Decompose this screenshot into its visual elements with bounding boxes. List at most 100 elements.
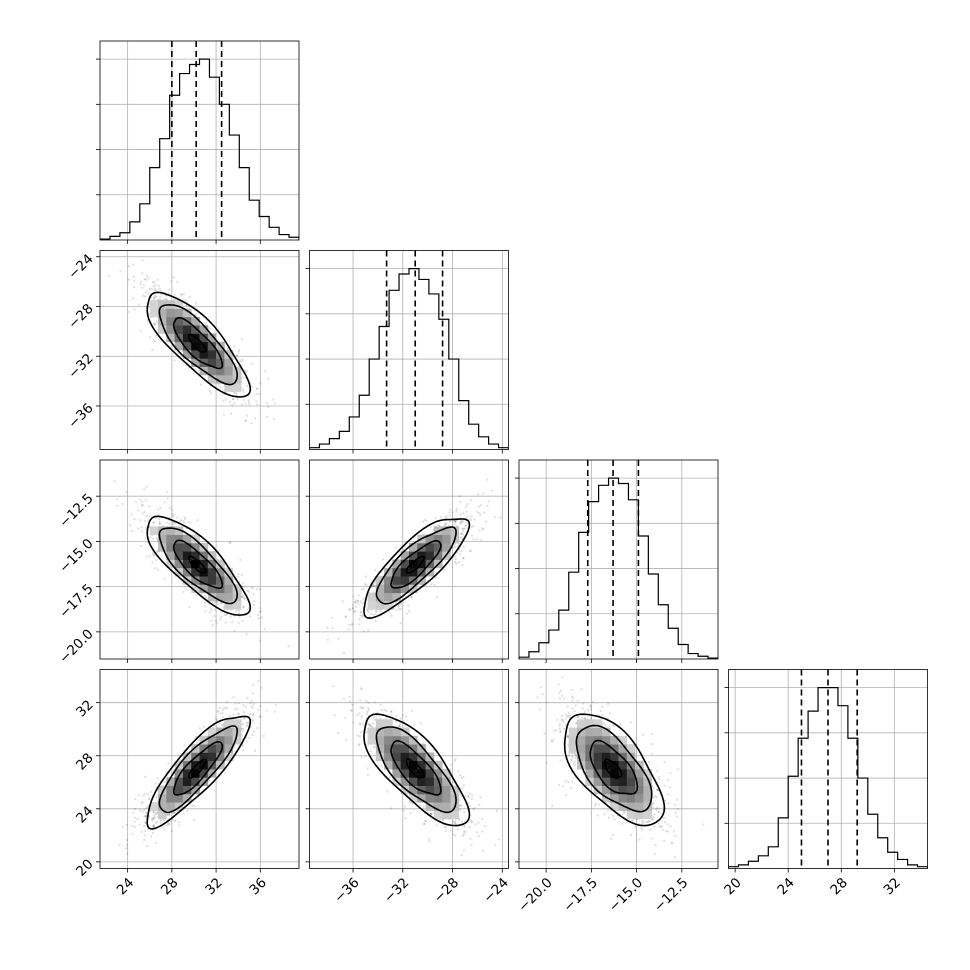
scatter-point [154,323,157,326]
density-cell [417,551,426,560]
density-cell [601,777,611,786]
scatter-point [574,760,577,763]
density-cell [618,793,628,803]
density-cell [618,760,628,770]
scatter-point [171,512,174,516]
scatter-point [145,274,149,278]
scatter-point [170,829,174,833]
scatter-point [453,519,457,522]
scatter-point [138,519,142,522]
density-cell [577,727,586,737]
scatter-point [246,721,249,724]
scatter-point [380,709,383,712]
scatter-point [456,828,459,831]
scatter-point [153,294,156,297]
contour-level-1 [172,740,224,796]
panel-frame [99,40,300,241]
scatter-point [158,522,161,526]
density-cell [568,727,578,737]
scatter-point [148,797,151,800]
panel-2-2 [515,459,719,663]
scatter-point [478,803,481,806]
density-cell [610,769,619,778]
scatter-point [360,706,364,709]
density-cell [442,802,451,811]
scatter-point [231,620,234,624]
scatter-point [566,705,569,708]
scatter-point [574,757,577,760]
panel-0-3: 24 28 32 36 20 24 28 32 [73,669,300,898]
density-cell [199,584,209,594]
density-cell [417,769,426,778]
scatter-point [352,721,355,724]
density-cell [158,534,167,544]
density-cell [392,727,402,737]
contour-level-3 [146,291,252,398]
scatter-point [373,701,376,704]
density-cell [166,308,176,318]
scatter-point [361,613,364,617]
scatter-point [368,723,371,726]
scatter-point [454,520,457,523]
scatter-point [242,388,245,392]
scatter-point [359,723,362,726]
scatter-point [397,605,400,609]
scatter-point [365,700,368,703]
density-cell [182,551,192,560]
contour-level-3 [146,515,252,616]
scatter-point [219,386,222,389]
scatter-point [464,830,467,833]
scatter-point [154,812,158,815]
scatter-point [176,280,179,283]
scatter-point [197,739,200,742]
density-cell [400,551,410,560]
scatter-point [226,707,229,710]
scatter-point [245,369,249,372]
scatter-point [559,759,562,762]
density-cell [409,735,418,745]
scatter-point [359,706,362,709]
scatter-point [139,330,142,333]
scatter-point [272,398,275,401]
scatter-point [462,830,466,834]
scatter-point [461,520,464,523]
scatter-point [366,722,370,725]
scatter-point [150,790,153,794]
scatter-point [361,602,364,605]
density-cell [409,567,418,577]
scatter-point [469,549,472,552]
scatter-point [252,587,255,590]
scatter-point [240,360,243,363]
scatter-point [360,611,363,614]
panel-frame [309,669,509,869]
scatter-point [144,278,147,281]
scatter-point [240,574,243,577]
scatter-point [163,828,166,831]
scatter-point [455,510,458,513]
scatter-point [209,389,212,392]
scatter-point [245,721,248,725]
scatter-point [358,735,361,738]
scatter-point [162,298,166,301]
scatter-point [258,610,261,614]
scatter-point [174,819,177,822]
density-cell [158,802,167,811]
scatter-point [251,718,254,721]
scatter-point [167,762,170,765]
scatter-point [215,601,218,604]
scatter-point [583,710,587,714]
scatter-point [142,794,145,797]
scatter-point [165,823,169,826]
density-cell [409,542,418,552]
scatter-point [221,723,224,726]
scatter-point [657,822,660,825]
panel-content [100,669,299,869]
scatter-point [148,514,151,517]
panel-1-3: −36 −32 −28 −24 [305,669,512,906]
scatter-point [167,292,171,295]
scatter-point [589,705,592,709]
density-cell [425,542,435,552]
scatter-point [568,716,571,719]
scatter-point [589,716,593,720]
